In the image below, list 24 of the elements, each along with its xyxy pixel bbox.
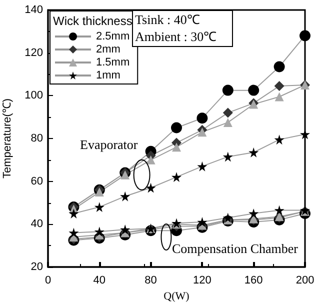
y-tick-label: 120 [24,46,43,59]
x-axis-title: Q(W) [164,290,190,302]
y-tick-label: 100 [24,90,43,102]
y-tick-label: 80 [30,132,43,144]
legend-title: Wick thickness [53,14,132,28]
x-tick-label: 200 [296,274,314,286]
legend-label: 2.5mm [96,30,130,42]
x-tick-label: 40 [93,274,106,286]
x-tick-label: 0 [44,274,52,286]
annotation: Tsink : 40℃ [135,12,200,27]
legend-label: 2mm [96,44,120,56]
x-tick-label: 120 [193,274,212,286]
legend-label: 1mm [96,70,120,82]
legend-label: 1.5mm [96,56,130,68]
y-axis-title: Temperature(℃) [2,98,14,179]
x-tick-label: 160 [244,274,263,286]
x-tick-label: 80 [144,274,157,286]
annotation: Ambient : 30℃ [135,29,217,44]
annotation: Compensation Chamber [172,241,299,256]
y-tick-label: 60 [30,175,43,188]
y-tick-label: 20 [30,261,43,273]
y-tick-label: 40 [30,218,43,230]
annotation: Evaporator [80,137,138,152]
y-tick-label: 140 [24,4,43,16]
